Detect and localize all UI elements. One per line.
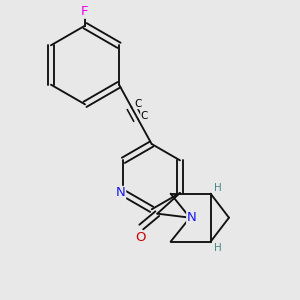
Text: N: N: [116, 187, 126, 200]
Text: H: H: [214, 183, 222, 193]
Text: H: H: [214, 243, 222, 253]
Text: O: O: [135, 231, 146, 244]
Text: F: F: [81, 5, 89, 18]
Text: N: N: [187, 211, 196, 224]
Text: C: C: [134, 99, 142, 109]
Text: C: C: [141, 110, 148, 121]
